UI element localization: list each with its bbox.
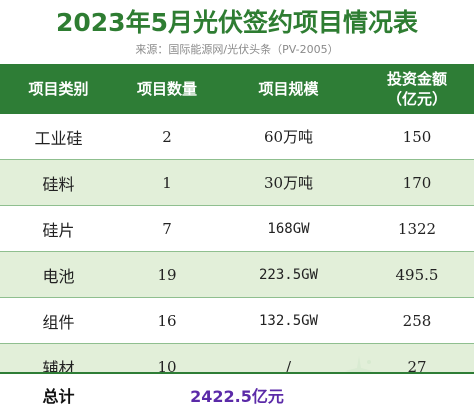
- total-row: 总计 2422.5亿元: [0, 372, 474, 420]
- total-label: 总计: [42, 387, 75, 406]
- cell-category: 硅片: [0, 205, 117, 252]
- cell-count: 2: [117, 114, 217, 160]
- cell-count: 16: [117, 297, 217, 344]
- page-title: 2023年5月光伏签约项目情况表: [56, 8, 418, 37]
- header-scale: 项目规模: [217, 64, 360, 114]
- cell-category: 硅料: [0, 159, 117, 206]
- cell-investment: 495.5: [360, 251, 474, 298]
- header-category: 项目类别: [0, 64, 117, 114]
- table-row: 电池 19 223.5GW 495.5: [0, 251, 474, 298]
- cell-scale: 168GW: [217, 205, 360, 252]
- header-row: 项目类别 项目数量 项目规模 投资金额 （亿元）: [0, 64, 474, 114]
- header-investment: 投资金额 （亿元）: [360, 64, 474, 114]
- cell-scale: 30万吨: [217, 159, 360, 206]
- cell-investment: 170: [360, 159, 474, 206]
- cell-category: 组件: [0, 297, 117, 344]
- cell-category: 工业硅: [0, 114, 117, 160]
- source-note: 来源：国际能源网/光伏头条（PV-2005）: [135, 43, 339, 56]
- cell-investment: 1322: [360, 205, 474, 252]
- total-value: 2422.5亿元: [190, 387, 284, 406]
- cell-count: 19: [117, 251, 217, 298]
- cell-scale: 60万吨: [217, 114, 360, 160]
- cell-scale: 223.5GW: [217, 251, 360, 298]
- cell-investment: 150: [360, 114, 474, 160]
- header-investment-line2: （亿元）: [386, 90, 447, 108]
- cell-count: 1: [117, 159, 217, 206]
- data-table: 项目类别 项目数量 项目规模 投资金额 （亿元） 工业硅 2 60万吨 150 …: [0, 64, 474, 390]
- cell-category: 电池: [0, 251, 117, 298]
- cell-investment: 258: [360, 297, 474, 344]
- table-row: 硅料 1 30万吨 170: [0, 159, 474, 206]
- header-count: 项目数量: [117, 64, 217, 114]
- table-row: 硅片 7 168GW 1322: [0, 205, 474, 252]
- cell-scale: 132.5GW: [217, 297, 360, 344]
- cell-count: 7: [117, 205, 217, 252]
- table-row: 组件 16 132.5GW 258: [0, 297, 474, 344]
- header-investment-line1: 投资金额: [386, 70, 447, 88]
- table-row: 工业硅 2 60万吨 150: [0, 114, 474, 160]
